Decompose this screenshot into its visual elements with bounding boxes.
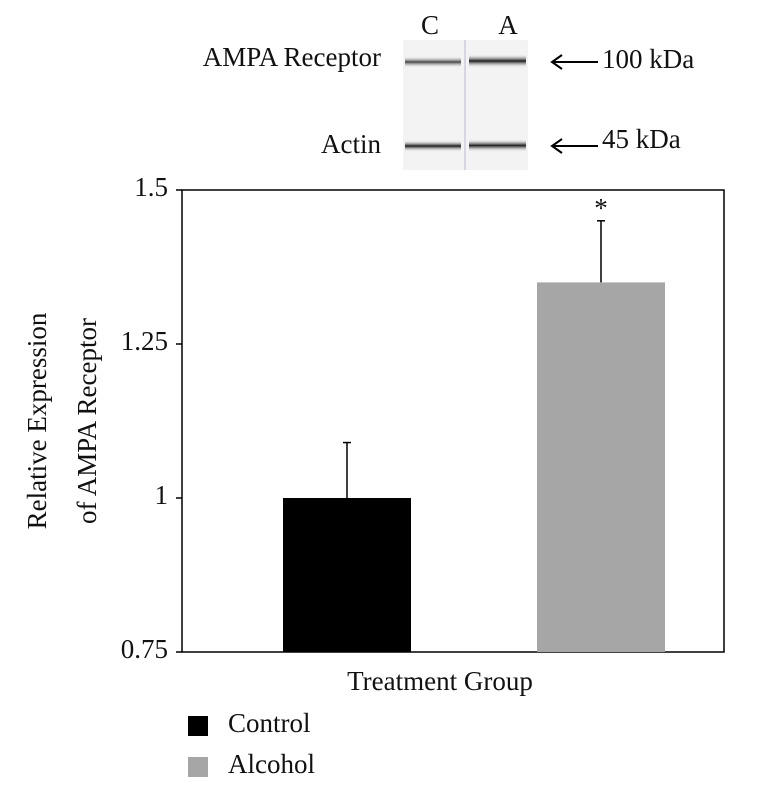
bar — [283, 498, 411, 652]
y-axis-label: of AMPA Receptor — [72, 318, 102, 524]
legend-label: Alcohol — [228, 749, 315, 779]
blot-image — [403, 40, 528, 170]
plot-frame — [181, 189, 725, 653]
blot-size-label: 45 kDa — [602, 124, 681, 154]
y-axis-label: Relative Expression — [22, 312, 52, 529]
x-axis-label: Treatment Group — [347, 666, 533, 696]
legend-swatch — [188, 757, 208, 777]
significance-marker: * — [594, 193, 608, 223]
arrows — [550, 54, 598, 154]
lane-label: C — [421, 10, 439, 40]
y-tick-label: 1.5 — [134, 172, 168, 202]
y-tick-label: 1 — [155, 480, 169, 510]
legend-swatch — [188, 716, 208, 736]
blot-row-label: Actin — [321, 129, 381, 159]
bar — [537, 282, 665, 652]
blot-row-label: AMPA Receptor — [203, 42, 381, 72]
legend-label: Control — [228, 708, 311, 738]
y-tick-label: 1.25 — [121, 326, 168, 356]
blot-size-label: 100 kDa — [602, 44, 694, 74]
lane-label: A — [498, 10, 518, 40]
y-tick-label: 0.75 — [121, 634, 168, 664]
